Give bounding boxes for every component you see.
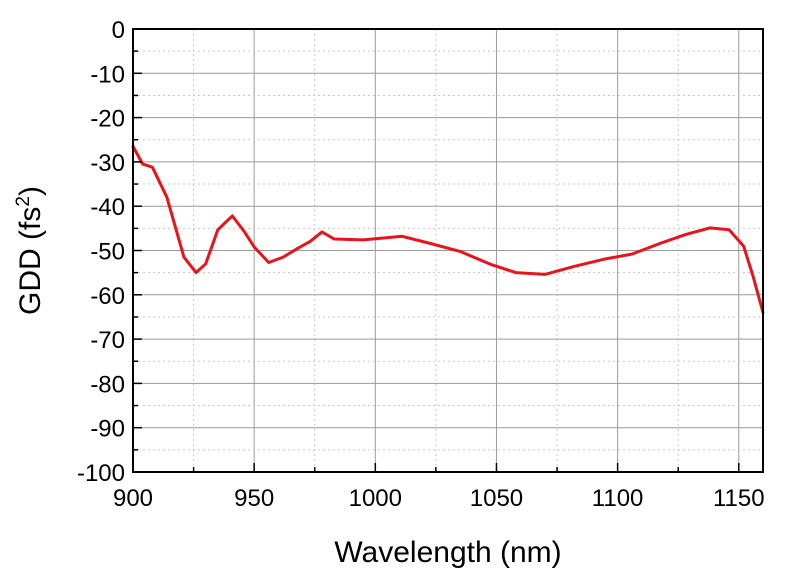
y-tick-label: -80 [90,371,125,398]
x-tick-labels: 900 950 1000 1050 1100 1150 [113,485,765,512]
y-tick-labels: 0 -10 -20 -30 -40 -50 -60 -70 -80 -90 -100 [77,17,125,487]
y-axis-title-close: ) [14,186,47,196]
x-axis-title: Wavelength (nm) [334,536,561,569]
x-tick-label: 900 [113,485,153,512]
y-tick-label: -20 [90,106,125,133]
x-tick-label: 1050 [470,485,523,512]
x-tick-label: 1150 [713,485,765,512]
grid [133,29,763,472]
series-layer [131,144,765,314]
y-tick-label: -60 [90,283,125,310]
y-tick-label: -70 [90,327,125,354]
x-tick-label: 1000 [349,485,402,512]
y-tick-label: 0 [112,17,125,44]
y-tick-label: -40 [90,194,125,221]
y-tick-label: -90 [90,416,125,443]
y-axis-title-main: GDD (fs [14,207,47,315]
x-tick-label: 950 [234,485,274,512]
y-axis-title-superscript: 2 [13,196,34,207]
x-tick-label: 1100 [592,485,644,512]
gdd-series-line [131,144,765,314]
y-tick-label: -10 [90,61,125,88]
axis-ticks [132,28,740,473]
y-tick-label: -30 [90,150,125,177]
y-tick-label: -50 [90,239,125,266]
y-axis-title: GDD (fs2) [13,186,47,315]
y-tick-label: -100 [77,460,125,487]
